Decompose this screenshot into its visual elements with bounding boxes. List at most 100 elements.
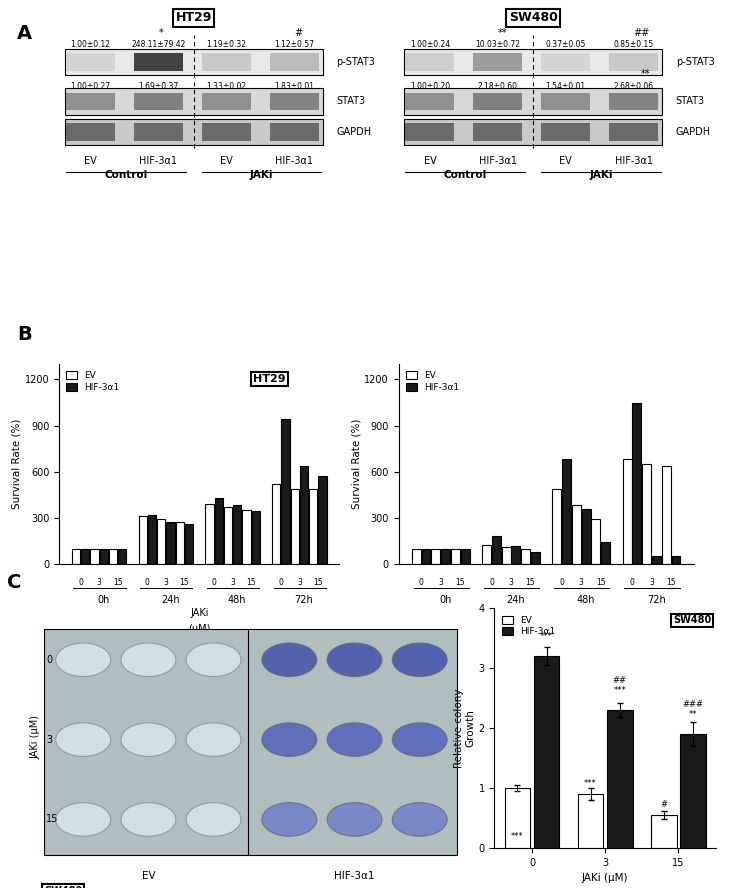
- Text: 1.54±0.01: 1.54±0.01: [545, 82, 586, 91]
- Text: 15: 15: [113, 578, 123, 588]
- Bar: [404, 49, 662, 75]
- Text: (μM): (μM): [0, 887, 1, 888]
- Text: 1.12±0.57: 1.12±0.57: [274, 40, 314, 49]
- Bar: [201, 92, 251, 110]
- Y-axis label: Survival Rate (%): Survival Rate (%): [12, 419, 22, 509]
- Bar: [609, 123, 658, 141]
- Text: STAT3: STAT3: [676, 96, 705, 107]
- Text: 0.85±0.15: 0.85±0.15: [613, 40, 654, 49]
- Text: C: C: [7, 573, 21, 591]
- Bar: [405, 123, 455, 141]
- Circle shape: [262, 723, 317, 757]
- Text: 15: 15: [596, 578, 606, 588]
- Text: **: **: [498, 28, 507, 37]
- Circle shape: [56, 643, 111, 677]
- Bar: [572, 505, 581, 564]
- Text: 2.18±0.60: 2.18±0.60: [477, 82, 518, 91]
- Bar: [176, 522, 184, 564]
- Bar: [66, 92, 115, 110]
- Text: 15: 15: [246, 578, 256, 588]
- Text: #: #: [661, 800, 667, 809]
- Text: 0: 0: [559, 578, 564, 588]
- Bar: [66, 123, 115, 141]
- Text: 3: 3: [46, 734, 52, 745]
- Bar: [215, 498, 223, 564]
- Bar: [134, 92, 183, 110]
- Bar: [651, 815, 677, 848]
- Bar: [44, 629, 457, 855]
- Text: 15: 15: [455, 578, 465, 588]
- Circle shape: [393, 723, 447, 757]
- Text: 0: 0: [212, 578, 216, 588]
- Text: ##: ##: [634, 28, 650, 37]
- Text: 1.00±0.24: 1.00±0.24: [410, 40, 450, 49]
- Circle shape: [121, 643, 176, 677]
- Text: GAPDH: GAPDH: [676, 127, 711, 137]
- Bar: [502, 547, 511, 564]
- Bar: [591, 519, 600, 564]
- Bar: [65, 119, 323, 146]
- Bar: [404, 119, 662, 146]
- Bar: [534, 656, 559, 848]
- Text: EV: EV: [424, 156, 436, 166]
- Bar: [623, 459, 632, 564]
- Circle shape: [121, 803, 176, 836]
- Text: #: #: [294, 28, 303, 37]
- Text: 1.33±0.02: 1.33±0.02: [206, 82, 246, 91]
- Bar: [473, 53, 523, 70]
- Y-axis label: Relative colony
Growth: Relative colony Growth: [454, 688, 476, 768]
- Bar: [541, 92, 590, 110]
- Text: SW480: SW480: [44, 886, 83, 888]
- Bar: [601, 543, 610, 564]
- Bar: [609, 92, 658, 110]
- Bar: [166, 521, 175, 564]
- Bar: [441, 549, 450, 564]
- Bar: [269, 53, 319, 70]
- Bar: [521, 549, 530, 564]
- Text: 0: 0: [630, 578, 635, 588]
- Text: 3: 3: [297, 578, 302, 588]
- Text: JAKi: JAKi: [0, 887, 1, 888]
- Bar: [157, 519, 165, 564]
- Text: EV: EV: [142, 871, 155, 881]
- Text: 0.37±0.05: 0.37±0.05: [545, 40, 586, 49]
- Text: EV: EV: [84, 156, 97, 166]
- Text: (μM): (μM): [188, 623, 210, 634]
- Bar: [482, 545, 491, 564]
- Text: 248.11±79.42: 248.11±79.42: [131, 40, 185, 49]
- Circle shape: [121, 723, 176, 757]
- Bar: [291, 488, 299, 564]
- Bar: [205, 504, 213, 564]
- Legend: EV, HIF-3α1: EV, HIF-3α1: [499, 613, 558, 639]
- Bar: [511, 546, 520, 564]
- Text: ***: ***: [584, 779, 597, 789]
- Bar: [541, 123, 590, 141]
- Text: 3: 3: [97, 578, 102, 588]
- Text: 3: 3: [230, 578, 235, 588]
- Text: JAKi (μM): JAKi (μM): [31, 715, 41, 759]
- Text: ***: ***: [511, 832, 524, 841]
- Text: 0h: 0h: [439, 595, 452, 605]
- Text: EV: EV: [220, 156, 232, 166]
- Text: 3: 3: [579, 578, 584, 588]
- Circle shape: [186, 803, 241, 836]
- Text: **: **: [641, 69, 650, 79]
- Bar: [473, 123, 523, 141]
- Bar: [242, 510, 251, 564]
- Bar: [118, 549, 126, 564]
- Text: 1.00±0.27: 1.00±0.27: [70, 82, 111, 91]
- Text: Control: Control: [444, 170, 487, 179]
- Text: 0: 0: [278, 578, 283, 588]
- Bar: [65, 88, 323, 115]
- Bar: [492, 536, 501, 564]
- Text: SW480: SW480: [0, 887, 1, 888]
- Bar: [269, 92, 319, 110]
- Circle shape: [262, 803, 317, 836]
- Bar: [201, 123, 251, 141]
- Text: EV: EV: [559, 156, 572, 166]
- Text: 3: 3: [508, 578, 514, 588]
- Bar: [100, 549, 108, 564]
- Bar: [309, 488, 317, 564]
- Text: A: A: [17, 24, 32, 44]
- Text: HIF-3α1: HIF-3α1: [275, 156, 313, 166]
